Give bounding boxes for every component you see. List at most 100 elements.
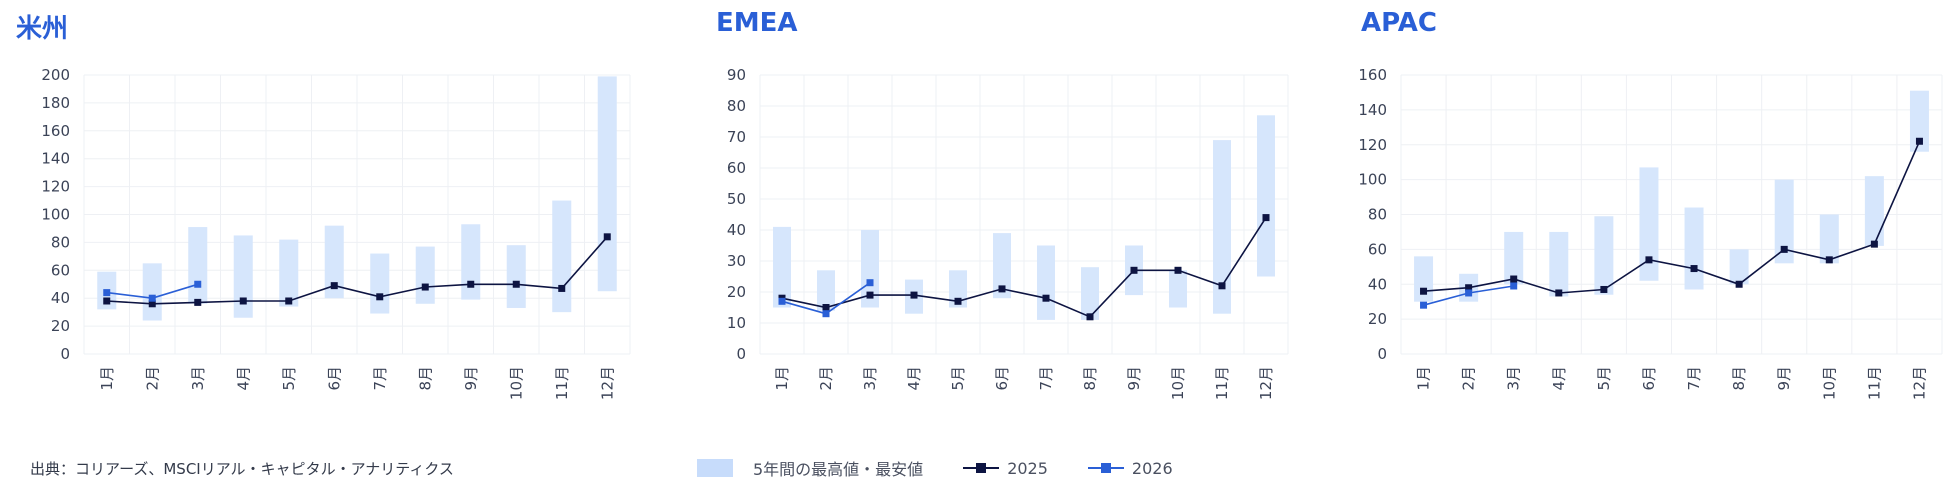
x-tick-label-10月: 10月 [507, 366, 525, 400]
series-point-2025-9月 [1130, 266, 1138, 274]
x-tick-label-7月: 7月 [1685, 366, 1703, 391]
chart-title-apac: APAC [1361, 8, 1437, 38]
range-bar-9月 [461, 224, 481, 300]
range-bar-5月 [1594, 216, 1614, 295]
series-point-2025-6月 [1645, 256, 1653, 264]
y-tick-label-40: 40 [51, 289, 70, 307]
series-point-2026-3月 [866, 279, 874, 287]
series-point-2025-10月 [512, 280, 520, 288]
x-tick-label-7月: 7月 [371, 366, 389, 391]
range-bar-9月 [1774, 179, 1794, 264]
series-point-2025-4月 [239, 297, 247, 305]
y-tick-label-20: 20 [51, 317, 70, 335]
x-tick-label-9月: 9月 [1125, 366, 1143, 391]
series-point-2025-11月 [1218, 282, 1226, 290]
series-point-2026-2月 [822, 310, 830, 318]
range-bar-4月 [1549, 231, 1569, 297]
series-point-2025-7月 [1690, 265, 1698, 273]
x-tick-label-8月: 8月 [416, 366, 434, 391]
x-tick-label-9月: 9月 [1775, 366, 1793, 391]
range-bar-2月 [142, 263, 162, 321]
x-tick-label-4月: 4月 [234, 366, 252, 391]
series-point-2025-12月 [1262, 214, 1270, 222]
range-bar-12月 [1909, 90, 1929, 152]
series-line-2025 [106, 236, 608, 305]
series-point-2025-3月 [1510, 275, 1518, 283]
y-tick-label-120: 120 [1358, 136, 1387, 154]
x-tick-label-2月: 2月 [143, 366, 161, 391]
y-tick-label-80: 80 [51, 233, 70, 251]
legend-2025-label: 2025 [1007, 458, 1048, 478]
x-tick-label-1月: 1月 [773, 366, 791, 391]
x-tick-label-10月: 10月 [1820, 366, 1838, 400]
series-point-2025-1月 [103, 297, 111, 305]
series-point-2025-2月 [822, 304, 830, 311]
series-point-2025-7月 [376, 293, 384, 301]
range-bar-5月 [949, 270, 967, 308]
chart-title-americas: 米州 [16, 14, 69, 44]
legend-item-2026: 2026 [1087, 459, 1173, 478]
range-bar-11月 [1864, 176, 1884, 246]
y-tick-label-50: 50 [727, 190, 746, 208]
y-tick-label-60: 60 [727, 159, 746, 177]
x-tick-label-7月: 7月 [1037, 366, 1055, 391]
series-point-2025-3月 [866, 291, 874, 299]
x-tick-label-8月: 8月 [1081, 366, 1099, 391]
x-tick-label-8月: 8月 [1730, 366, 1748, 391]
series-point-2026-2月 [1465, 289, 1473, 297]
y-tick-label-140: 140 [41, 150, 70, 168]
legend-item-range: 5年間の最高値・最安値 [697, 456, 923, 480]
series-point-2026-2月 [148, 294, 156, 302]
y-tick-label-30: 30 [727, 252, 746, 270]
y-tick-label-0: 0 [60, 345, 70, 363]
series-point-2026-3月 [1510, 282, 1518, 290]
legend-2025-marker [963, 459, 1000, 477]
y-tick-label-80: 80 [727, 97, 746, 115]
x-tick-label-4月: 4月 [905, 366, 923, 391]
series-point-2025-11月 [1870, 240, 1878, 248]
series-point-2025-7月 [1042, 294, 1050, 302]
series-point-2026-1月 [1420, 301, 1428, 309]
range-bar-11月 [1213, 140, 1231, 314]
range-bar-7月 [1037, 245, 1055, 320]
range-bar-3月 [861, 230, 879, 308]
x-tick-label-11月: 11月 [1865, 366, 1883, 400]
range-bar-3月 [188, 227, 208, 304]
range-bar-1月 [1414, 256, 1434, 302]
series-point-2025-12月 [1915, 137, 1923, 145]
y-tick-label-140: 140 [1358, 101, 1387, 119]
y-tick-label-60: 60 [51, 261, 70, 279]
series-line-2025 [1423, 140, 1921, 294]
range-bar-4月 [233, 235, 253, 318]
range-bar-10月 [506, 245, 526, 308]
range-bar-8月 [1081, 267, 1099, 320]
x-tick-label-2月: 2月 [1460, 366, 1478, 391]
y-tick-label-70: 70 [727, 128, 746, 146]
y-tick-label-0: 0 [1377, 345, 1387, 363]
x-tick-label-5月: 5月 [1595, 366, 1613, 391]
chart-legend: 5年間の最高値・最安値 2025 2026 [697, 455, 1213, 481]
y-tick-label-160: 160 [41, 122, 70, 140]
y-tick-label-0: 0 [736, 345, 746, 363]
x-tick-label-6月: 6月 [325, 366, 343, 391]
y-tick-label-10: 10 [727, 314, 746, 332]
y-tick-label-40: 40 [727, 221, 746, 239]
series-point-2025-10月 [1825, 256, 1833, 264]
chart-americas: 0 20 40 60 80 100 120 140 160 180 200 1月 2月 3月 4月 5月 6月 7… [41, 66, 631, 400]
series-point-2026-3月 [194, 280, 202, 288]
source-note: 出典：コリアーズ、MSCIリアル・キャピタル・アナリティクス [30, 460, 454, 478]
series-point-2025-8月 [1086, 313, 1094, 321]
x-tick-label-3月: 3月 [189, 366, 207, 391]
x-tick-label-12月: 12月 [1910, 366, 1928, 400]
range-bar-12月 [597, 76, 617, 292]
series-point-2026-1月 [778, 297, 786, 305]
x-tick-label-6月: 6月 [1640, 366, 1658, 391]
y-tick-label-180: 180 [41, 94, 70, 112]
range-bar-1月 [773, 226, 791, 308]
series-line-2025 [781, 217, 1267, 318]
x-tick-label-1月: 1月 [98, 366, 116, 391]
y-tick-label-90: 90 [727, 66, 746, 84]
range-bar-10月 [1169, 270, 1187, 308]
x-tick-label-11月: 11月 [553, 366, 571, 400]
chart-title-emea: EMEA [716, 8, 798, 38]
